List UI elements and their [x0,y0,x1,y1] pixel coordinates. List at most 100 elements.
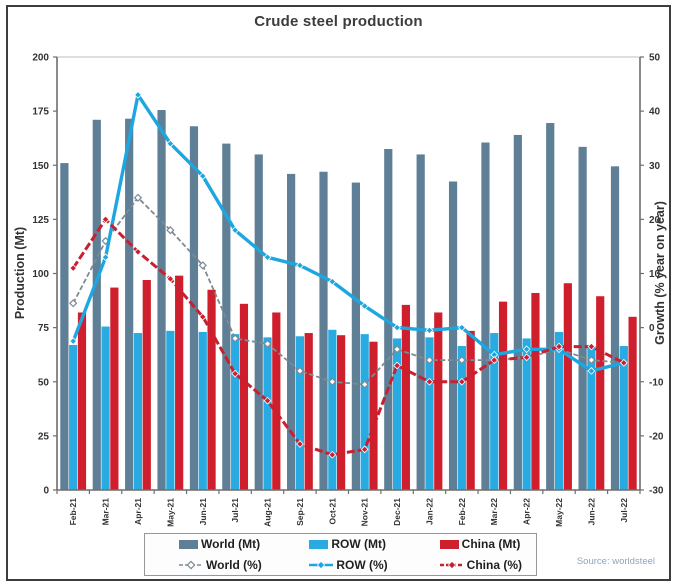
left-axis-tick-label: 150 [32,161,49,172]
right-axis-tick-label: 40 [649,107,661,118]
legend-item-row-: ROW (%) [275,558,405,572]
left-axis-tick-label: 125 [32,215,49,226]
line-china--marker [490,356,499,364]
bar-row-mt- [198,331,207,490]
line-china--marker [457,377,466,386]
legend-diamond [447,560,456,569]
line-row- [71,93,625,373]
legend-diamond [186,560,196,570]
x-axis-label-jul-21: Jul-21 [230,498,240,523]
left-axis-tick-label: 75 [38,323,50,334]
line-row--marker [393,323,401,332]
chart-title: Crude steel production [254,13,423,30]
line-row--marker [231,226,240,235]
line-row--marker [101,253,110,262]
bar-world-mt- [60,163,69,490]
line-china--marker [328,450,337,459]
bar-china-mt- [498,301,508,490]
legend-label: ROW (Mt) [331,537,386,552]
x-axis-label-nov-21: Nov-21 [360,498,370,527]
line-world--marker [587,355,596,365]
bar-row-mt- [587,346,596,490]
line-row--marker [134,91,142,99]
bar-world-mt- [481,142,490,490]
bar-row-mt- [295,336,305,490]
right-axis-tick-label: 0 [649,323,655,334]
line-china--marker [134,247,142,256]
bar-world-mt- [384,149,393,490]
legend-bar-swatch [179,539,198,549]
bar-world-mt- [287,173,296,490]
x-axis-label-jan-22: Jan-22 [425,498,435,525]
x-axis-label-oct-21: Oct-21 [327,498,337,525]
x-axis-label-dec-21: Dec-21 [392,498,402,526]
bar-china-mt- [142,280,151,490]
line-world- [72,196,624,386]
line-china--marker [587,342,596,351]
left-axis-tick-label: 0 [43,486,49,497]
left-axis-tick-label: 100 [32,269,49,280]
line-world--marker [166,226,175,235]
line-china- [71,217,625,457]
bar-china-mt- [110,287,119,490]
bar-world-mt- [189,126,199,490]
x-axis-label-may-21: May-21 [165,498,175,527]
bar-china-mt- [239,303,249,490]
bar-world-mt- [125,118,134,490]
bar-china-mt- [304,333,313,490]
right-axis-tick-label: -30 [649,486,664,497]
left-axis-tick-label: 25 [38,431,50,442]
x-axis-label-jun-21: Jun-21 [198,498,208,526]
line-world--marker [69,299,78,308]
bar-world-mt- [351,182,360,490]
bar-world-mt- [157,110,166,490]
bar-row-mt- [360,334,369,490]
legend-item-china-: China (%) [406,558,536,572]
left-axis-title: Production (Mt) [13,227,27,319]
line-row--marker [425,326,434,335]
legend-bar-swatch [439,539,459,549]
bar-row-mt- [69,344,78,490]
right-axis-title: Growth (% year on year) [653,201,667,345]
line-row--marker [166,139,175,148]
line-world--marker [392,345,402,354]
line-china--marker [360,445,369,454]
line-row--marker [587,367,596,375]
x-axis-label-jul-22: Jul-22 [619,498,629,523]
growth-lines [69,91,628,459]
legend-line-glyph [439,560,464,569]
bar-china-mt- [77,312,87,490]
line-row--marker [457,323,466,332]
right-axis-tick-label: -20 [649,431,664,442]
x-axis-label-feb-21: Feb-21 [68,498,78,526]
bar-china-mt- [531,292,540,490]
bar-china-mt- [337,335,346,490]
bar-world-mt- [448,181,458,491]
bar-row-mt- [490,333,499,490]
line-china--marker [263,396,272,405]
line-row--marker [69,337,78,346]
legend-label: World (%) [206,557,262,572]
x-axis-label-sep-21: Sep-21 [295,498,305,526]
bar-world-mt- [254,154,263,490]
line-china--marker [393,361,401,370]
line-world--marker [425,355,434,365]
legend-item-world-: World (%) [145,558,275,572]
bar-china-mt- [207,289,216,490]
bar-world-mt- [416,154,425,490]
line-row--marker [296,261,304,270]
legend-label: China (Mt) [461,537,521,552]
line-row--marker [328,277,337,286]
bar-world-mt- [578,146,587,490]
line-china--marker [101,215,110,224]
x-axis-label-may-22: May-22 [554,498,564,527]
source-credit: Source: worldsteel [576,556,655,567]
x-axis-label-mar-22: Mar-22 [489,498,499,526]
bar-china-mt- [434,312,443,490]
right-axis-tick-label: 20 [649,215,661,226]
line-china--marker [522,353,531,362]
bar-row-mt- [231,334,240,490]
bar-row-mt- [101,326,110,490]
legend-label: China (%) [466,557,522,572]
